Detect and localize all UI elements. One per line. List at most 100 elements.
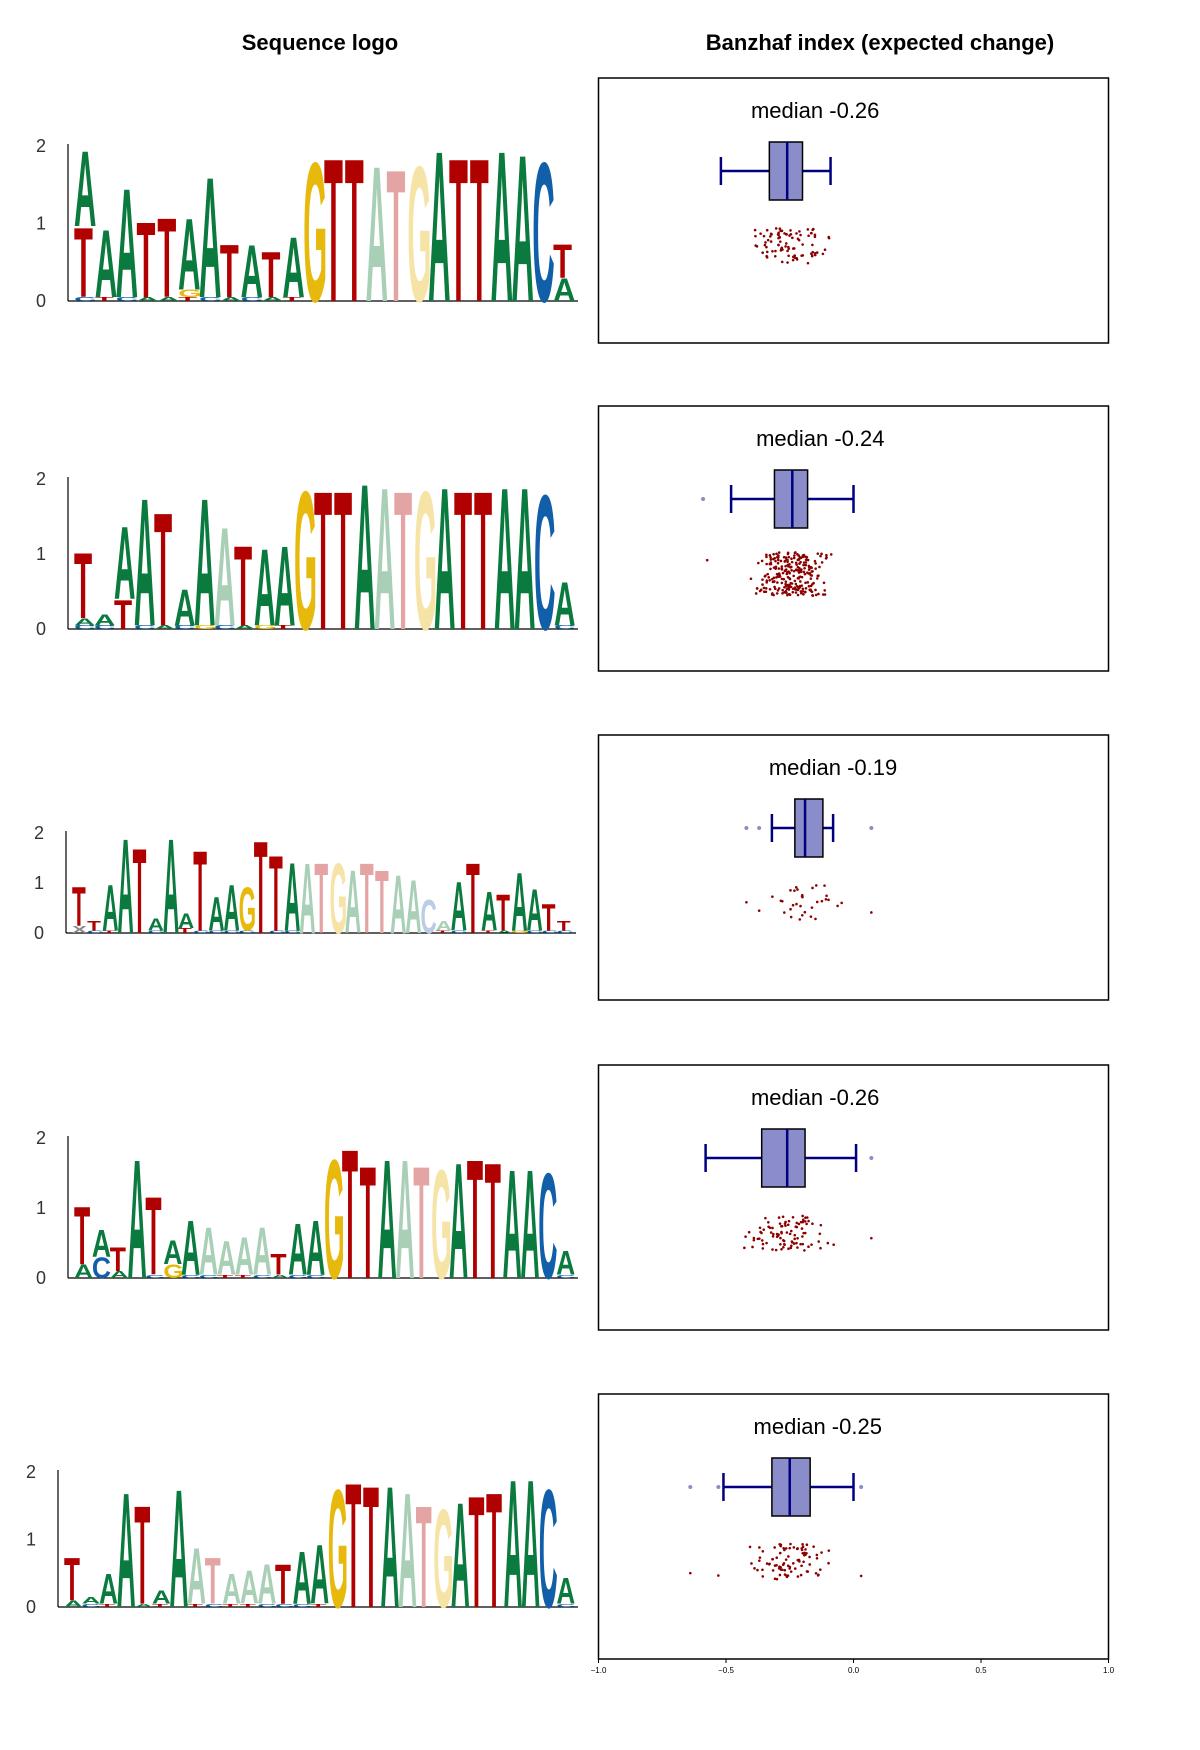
jitter-point [792,1242,796,1245]
jitter-point [775,1556,779,1560]
jitter-point [793,554,796,557]
logo-letter-c: C [284,930,301,934]
logo-letter-a: A [74,128,96,249]
jitter-point [780,565,784,568]
jitter-point [810,570,814,573]
logo-letter-t: T [542,896,556,939]
jitter-point [798,1560,801,1563]
jitter-point [790,557,793,561]
jitter-point [773,1546,776,1549]
jitter-point [766,572,770,576]
iqr-box [760,1128,806,1188]
jitter-point [813,253,817,257]
jitter-point [705,558,709,562]
logo-letter-c: C [181,1274,200,1279]
jitter-point [790,582,794,585]
logo-letter-c: C [288,1274,307,1279]
logo-letter-t: T [220,230,239,314]
jitter-point [769,558,773,561]
median-label: median -0.26 [751,1085,879,1110]
logo-letter-a: A [262,296,284,302]
jitter-point [796,577,800,580]
jitter-point [768,554,772,557]
jitter-point [819,1246,822,1250]
jitter-point [788,1565,792,1569]
jitter-point [780,260,784,264]
jitter-point [803,566,806,570]
jitter-point [815,1553,819,1557]
iqr-box [794,798,824,858]
jitter-point [772,1232,775,1236]
jitter-point [804,558,808,562]
logo-letter-a: A [345,851,361,953]
logo-letter-c: C [174,624,195,630]
logo-letter-g: G [330,843,347,955]
jitter-point [789,915,793,919]
jitter-point [777,243,780,247]
jitter-point [809,588,812,592]
logo-letter-a: A [92,1223,111,1266]
jitter-point [765,553,768,557]
median-label: median -0.25 [754,1414,882,1439]
jitter-point [780,1224,784,1228]
logo-letter-a: A [282,219,304,316]
jitter-point [765,555,768,559]
logo-letter-t: T [99,1603,116,1608]
logo-letter-t: T [416,1476,432,1639]
logo-letter-t: T [74,533,92,638]
jitter-point [811,886,814,890]
logo-letter-t: T [157,195,176,322]
jitter-point [827,898,830,902]
jitter-point [798,918,802,921]
logo-letter-a: A [310,1528,329,1623]
jitter-point [788,1232,792,1236]
jitter-point [776,555,780,558]
jitter-point [784,1558,788,1561]
logo-letter-c: C [542,930,559,934]
jitter-point [773,1577,777,1581]
logo-letter-a: A [496,930,513,934]
jitter-point [807,572,810,575]
jitter-point [774,249,777,253]
logo-letter-g: G [294,450,317,671]
logo-letter-a: A [154,624,175,630]
jitter-point [769,240,773,243]
logo-ytick-label: 0 [26,1597,36,1617]
jitter-point [810,1243,813,1246]
outlier-point [869,1156,874,1160]
logo-letter-a: A [381,1452,400,1645]
x-tick-label: 0.0 [848,1666,860,1675]
logo-letter-t: T [178,927,192,935]
jitter-point [793,1237,796,1241]
jitter-point [816,552,820,555]
logo-letter-t: T [114,591,132,638]
jitter-point [758,1556,762,1559]
jitter-point [771,1248,774,1251]
jitter-point [764,587,768,590]
jitter-point [779,1543,783,1547]
banzhaf-boxplot-4: median -0.26 [597,1064,1110,1331]
logo-letter-a: A [128,1124,147,1314]
jitter-point [784,568,788,571]
logo-letter-a: A [214,498,235,656]
logo-letter-t: T [74,1190,90,1283]
logo-letter-t: T [496,885,510,942]
logo-letter-a: A [181,1205,200,1292]
x-tick-label: −1.0 [591,1666,607,1675]
logo-letter-a: A [74,616,95,628]
jitter-point [826,1241,830,1245]
x-tick-label: 1.0 [1103,1666,1115,1675]
logo-letter-t: T [342,1111,358,1317]
logo-letter-t: T [466,843,480,955]
logo-letter-a: A [74,1260,93,1282]
jitter-point [800,913,804,917]
jitter-point [752,1236,756,1240]
jitter-point [792,1546,796,1549]
jitter-point [800,1227,804,1230]
logo-ytick-label: 0 [36,291,46,311]
jitter-point [790,569,793,572]
jitter-point [767,1220,770,1224]
